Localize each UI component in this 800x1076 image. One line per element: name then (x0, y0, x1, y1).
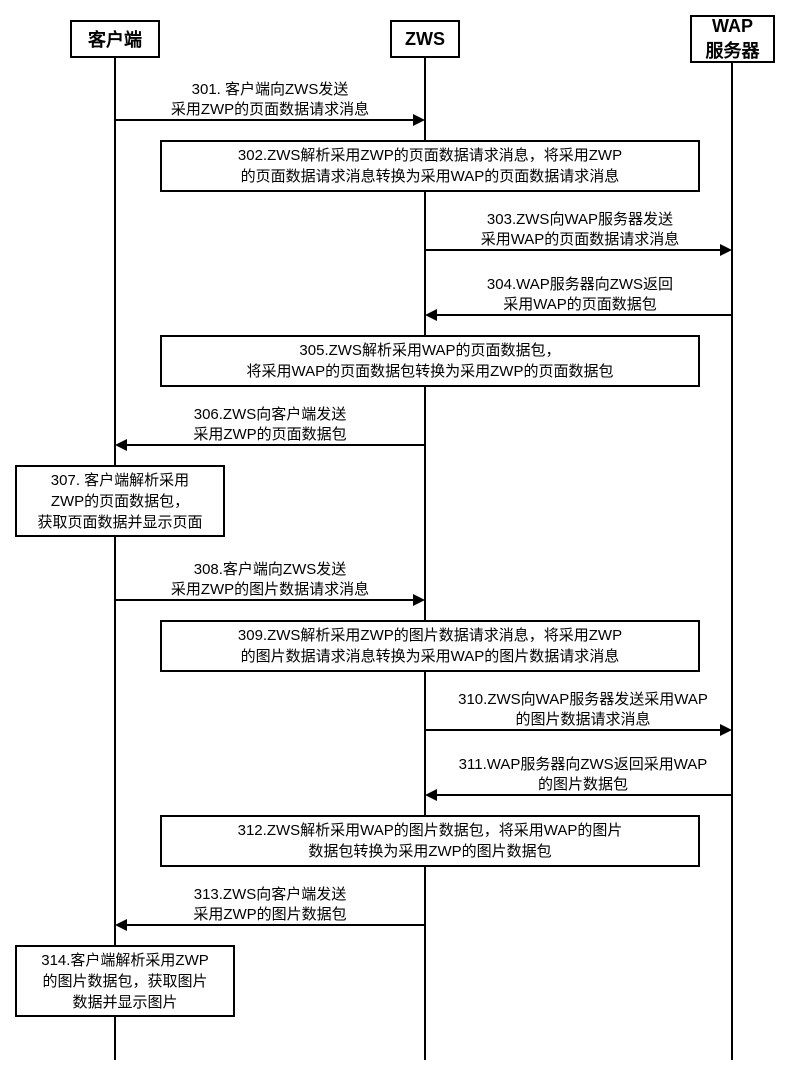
arrow-head-7 (413, 594, 425, 606)
arrow-label-7: 308.客户端向ZWS发送 采用ZWP的图片数据请求消息 (130, 560, 410, 599)
lifeline-0 (114, 58, 116, 1060)
participant-client: 客户端 (70, 20, 160, 58)
arrow-line-7 (115, 599, 415, 601)
arrow-line-12 (125, 924, 425, 926)
process-box-4: 305.ZWS解析采用WAP的页面数据包， 将采用WAP的页面数据包转换为采用Z… (160, 335, 700, 387)
arrow-head-5 (115, 439, 127, 451)
sequence-diagram: 客户端 ZWS WAP 服务器 301. 客户端向ZWS发送 采用ZWP的页面数据请求… (0, 0, 800, 1076)
arrow-label-10: 311.WAP服务器向ZWS返回采用WAP 的图片数据包 (428, 755, 738, 794)
participant-wap: WAP 服务器 (690, 15, 775, 63)
process-box-1: 302.ZWS解析采用ZWP的页面数据请求消息，将采用ZWP 的页面数据请求消息… (160, 140, 700, 192)
arrow-label-0: 301. 客户端向ZWS发送 采用ZWP的页面数据请求消息 (130, 80, 410, 119)
lifeline-2 (731, 63, 733, 1060)
process-box-6: 307. 客户端解析采用 ZWP的页面数据包， 获取页面数据并显示页面 (15, 465, 225, 537)
arrow-line-9 (425, 729, 722, 731)
arrow-head-12 (115, 919, 127, 931)
arrow-line-3 (435, 314, 732, 316)
arrow-head-0 (413, 114, 425, 126)
arrow-label-2: 303.ZWS向WAP服务器发送 采用WAP的页面数据请求消息 (440, 210, 720, 249)
lifeline-1 (424, 58, 426, 1060)
arrow-head-3 (425, 309, 437, 321)
arrow-line-2 (425, 249, 722, 251)
process-box-13: 314.客户端解析采用ZWP 的图片数据包，获取图片 数据并显示图片 (15, 945, 235, 1017)
arrow-line-10 (435, 794, 732, 796)
arrow-label-9: 310.ZWS向WAP服务器发送采用WAP 的图片数据请求消息 (428, 690, 738, 729)
process-box-11: 312.ZWS解析采用WAP的图片数据包，将采用WAP的图片 数据包转换为采用Z… (160, 815, 700, 867)
process-box-8: 309.ZWS解析采用ZWP的图片数据请求消息，将采用ZWP 的图片数据请求消息… (160, 620, 700, 672)
arrow-label-3: 304.WAP服务器向ZWS返回 采用WAP的页面数据包 (440, 275, 720, 314)
arrow-head-2 (720, 244, 732, 256)
arrow-line-5 (125, 444, 425, 446)
arrow-label-5: 306.ZWS向客户端发送 采用ZWP的页面数据包 (130, 405, 410, 444)
participant-zws: ZWS (390, 20, 460, 58)
arrow-line-0 (115, 119, 415, 121)
arrow-label-12: 313.ZWS向客户端发送 采用ZWP的图片数据包 (130, 885, 410, 924)
